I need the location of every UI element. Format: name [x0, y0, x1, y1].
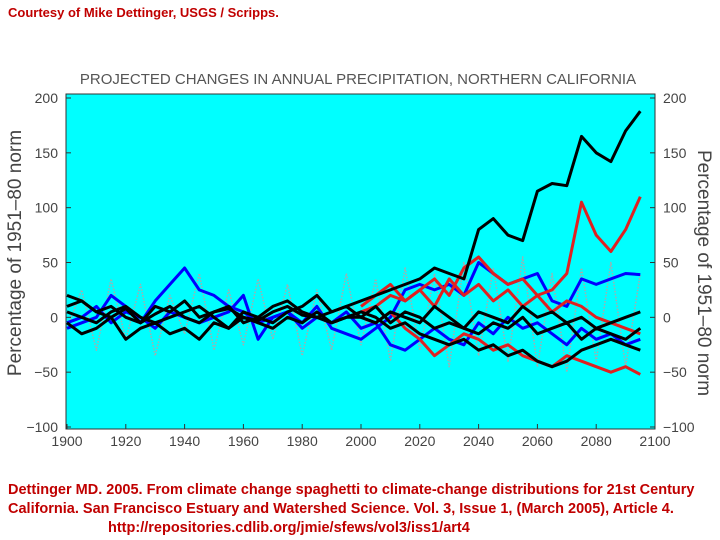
series-line-5	[360, 277, 641, 336]
citation-text: Dettinger MD. 2005. From climate change …	[8, 482, 695, 517]
y-axis-label-left: Percentage of 1951–80 norm	[5, 130, 26, 376]
chart-title: PROJECTED CHANGES IN ANNUAL PRECIPITATIO…	[80, 71, 636, 88]
y-tick-label-right: 50	[663, 255, 679, 271]
series-layer	[66, 110, 642, 376]
y-tick-label-left: 50	[42, 255, 58, 271]
y-tick-label-right: −100	[663, 419, 695, 435]
x-tick-label: 1980	[287, 433, 318, 449]
series-line-8	[66, 304, 641, 341]
x-tick-label: 2000	[345, 433, 376, 449]
series-line-4	[360, 310, 641, 376]
x-tick-label: 1940	[169, 433, 200, 449]
axes-layer: 1900 1920 1940 1960 1980 2000 2020 2040 2060 2080…	[26, 90, 694, 449]
series-line-9	[66, 293, 642, 341]
y-tick-label-left: −50	[34, 364, 58, 380]
citation-url[interactable]: http://repositories.cdlib.org/jmie/sfews…	[108, 520, 470, 536]
y-tick-label-left: 150	[35, 145, 59, 161]
x-tick-label: 2080	[581, 433, 612, 449]
x-tick-label: 2100	[639, 433, 670, 449]
x-tick-label: 1900	[51, 433, 82, 449]
series-line-7	[66, 293, 641, 369]
x-tick-label: 1920	[110, 433, 141, 449]
y-tick-label-right: 150	[663, 145, 687, 161]
credit-text: Courtesy of Mike Dettinger, USGS / Scrip…	[8, 5, 279, 20]
citation: Dettinger MD. 2005. From climate change …	[8, 481, 713, 538]
x-tick-label: 1960	[228, 433, 259, 449]
y-tick-label-left: 100	[35, 200, 59, 216]
x-tick-label: 2020	[404, 433, 435, 449]
y-tick-label-left: 0	[50, 309, 58, 325]
y-tick-label-right: 0	[663, 309, 671, 325]
y-tick-label-left: −100	[26, 419, 58, 435]
x-tick-label: 2060	[522, 433, 553, 449]
x-tick-label: 2040	[463, 433, 494, 449]
series-line-1	[66, 261, 641, 341]
y-tick-label-right: −50	[663, 364, 687, 380]
series-line-0	[66, 256, 642, 373]
y-tick-label-right: 200	[663, 90, 687, 106]
y-axis-label-right: Percentage of 1951–80 norm	[693, 150, 714, 396]
plot-area	[65, 93, 656, 430]
y-tick-label-left: 200	[35, 90, 59, 106]
y-tick-label-right: 100	[663, 200, 687, 216]
